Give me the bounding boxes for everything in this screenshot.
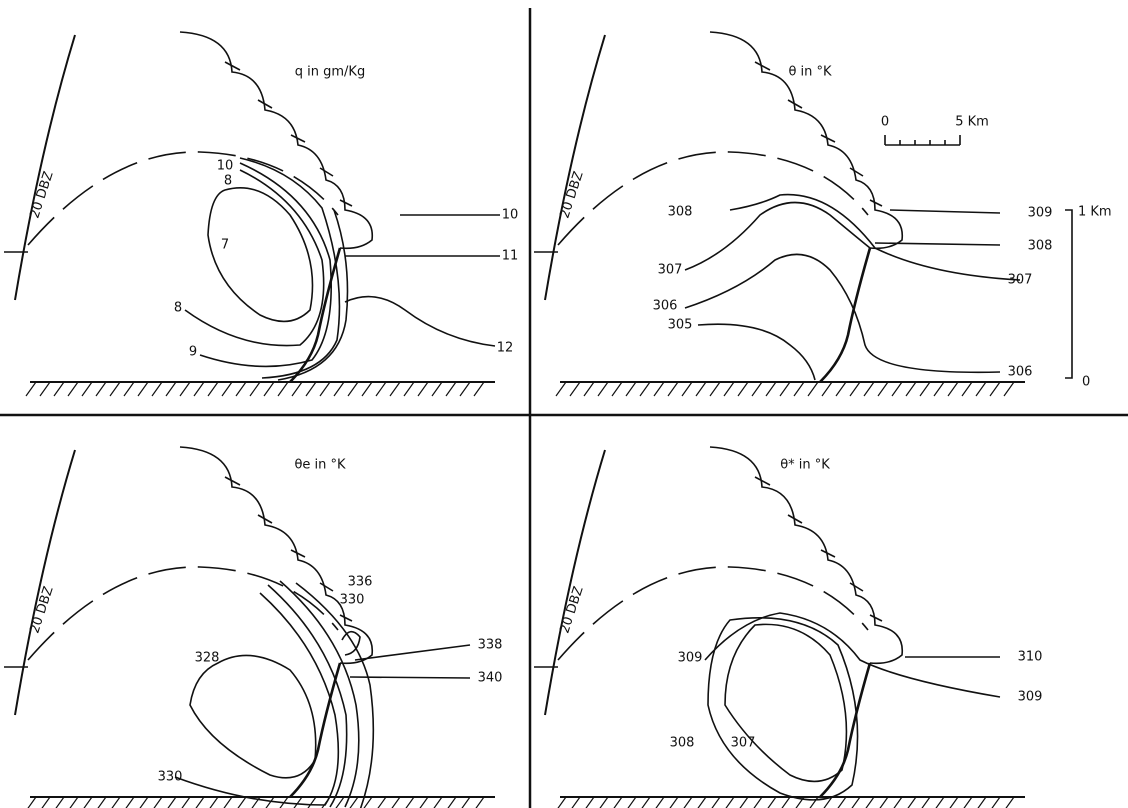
contour bbox=[874, 242, 1001, 246]
ground-hatch bbox=[25, 381, 485, 397]
scale-label: 5 Km bbox=[955, 115, 989, 130]
contour bbox=[267, 584, 348, 808]
ground-hatch bbox=[557, 796, 1015, 808]
gust-front bbox=[709, 31, 904, 250]
contour bbox=[279, 580, 360, 808]
contour bbox=[349, 676, 471, 679]
contour-label: 305 bbox=[668, 318, 693, 333]
radar-label: 20 DBZ bbox=[27, 585, 56, 636]
contour-label: 307 bbox=[658, 263, 683, 278]
contour bbox=[239, 157, 341, 379]
contour bbox=[684, 201, 871, 271]
panel: θ in °K 20 DBZ 308 307 306 305 309 308 307 306 bbox=[534, 31, 1053, 397]
cloud-edge bbox=[557, 566, 869, 661]
gust-ticks bbox=[224, 476, 353, 622]
contour bbox=[697, 323, 816, 381]
contour-label: 330 bbox=[340, 593, 365, 608]
contour-label: 10 bbox=[217, 159, 234, 174]
ground-hatch bbox=[27, 796, 485, 808]
gust-front bbox=[709, 446, 904, 665]
contour bbox=[354, 644, 471, 661]
contour-label: 310 bbox=[1018, 650, 1043, 665]
contour-label: 308 bbox=[670, 736, 695, 751]
contour-label: 336 bbox=[348, 575, 373, 590]
contour bbox=[729, 193, 1021, 281]
contour-label: 308 bbox=[1028, 239, 1053, 254]
contour bbox=[277, 209, 349, 381]
radar-edge bbox=[14, 34, 76, 301]
contour-label: 340 bbox=[478, 671, 503, 686]
scale-label: 0 bbox=[881, 115, 889, 130]
contour-label: 7 bbox=[221, 238, 229, 253]
radar-label: 20 DBZ bbox=[27, 170, 56, 221]
radar-edge bbox=[544, 449, 606, 716]
cloud-edge bbox=[27, 151, 339, 246]
contour bbox=[184, 169, 325, 347]
contour-label: 308 bbox=[668, 205, 693, 220]
contour bbox=[707, 617, 859, 801]
panel-title: q in gm/Kg bbox=[295, 65, 365, 80]
outflow-boundary bbox=[289, 247, 342, 383]
contour-label: 11 bbox=[502, 249, 519, 264]
contour bbox=[295, 582, 375, 808]
gust-front bbox=[179, 31, 374, 250]
panel-title: θ* in °K bbox=[780, 458, 830, 473]
scale-label: 0 bbox=[1082, 375, 1090, 390]
gust-front bbox=[179, 446, 374, 665]
contour bbox=[199, 162, 332, 368]
contour bbox=[189, 654, 317, 779]
panel: θe in °K 20 DBZ 336 330 328 330 338 340 bbox=[4, 446, 503, 808]
contour bbox=[344, 295, 496, 347]
contour-label: 338 bbox=[478, 638, 503, 653]
outflow-boundary bbox=[819, 662, 872, 798]
contour-label: 309 bbox=[1028, 206, 1053, 221]
contour-label: 8 bbox=[224, 174, 232, 189]
contour-label: 309 bbox=[1018, 690, 1043, 705]
contour bbox=[889, 209, 1001, 214]
panel: θ* in °K 20 DBZ 309 308 307 310 309 bbox=[534, 446, 1043, 808]
contour-label: 307 bbox=[1008, 273, 1033, 288]
cloud-edge bbox=[27, 566, 339, 661]
contour-label: 306 bbox=[1008, 365, 1033, 380]
panel-title: θe in °K bbox=[294, 458, 346, 473]
contour-label: 306 bbox=[653, 299, 678, 314]
contour-label: 309 bbox=[678, 651, 703, 666]
contour bbox=[341, 630, 361, 656]
radar-edge bbox=[14, 449, 76, 716]
contour-label: 9 bbox=[189, 345, 197, 360]
radar-label: 20 DBZ bbox=[557, 585, 586, 636]
contour bbox=[207, 186, 314, 323]
contour-label: 328 bbox=[195, 651, 220, 666]
contour-label: 307 bbox=[731, 736, 756, 751]
contour-label: 330 bbox=[158, 770, 183, 785]
radar-edge bbox=[544, 34, 606, 301]
contour-label: 8 bbox=[174, 301, 182, 316]
gust-ticks bbox=[754, 61, 883, 207]
contour bbox=[724, 623, 848, 783]
height-bracket bbox=[1065, 209, 1073, 379]
scale-ticks bbox=[884, 135, 961, 145]
ground-hatch bbox=[555, 381, 1015, 397]
cloud-edge bbox=[557, 151, 869, 246]
outflow-boundary bbox=[289, 662, 342, 798]
scale-label: 1 Km bbox=[1078, 205, 1112, 220]
outflow-boundary bbox=[819, 247, 872, 383]
gust-ticks bbox=[754, 476, 883, 622]
panel-title: θ in °K bbox=[788, 65, 832, 80]
contour bbox=[174, 592, 340, 806]
contour-label: 10 bbox=[502, 208, 519, 223]
contour-label: 12 bbox=[497, 341, 514, 356]
gust-ticks bbox=[224, 61, 353, 207]
contour bbox=[704, 612, 1001, 698]
radar-label: 20 DBZ bbox=[557, 170, 586, 221]
contour bbox=[684, 253, 1001, 374]
